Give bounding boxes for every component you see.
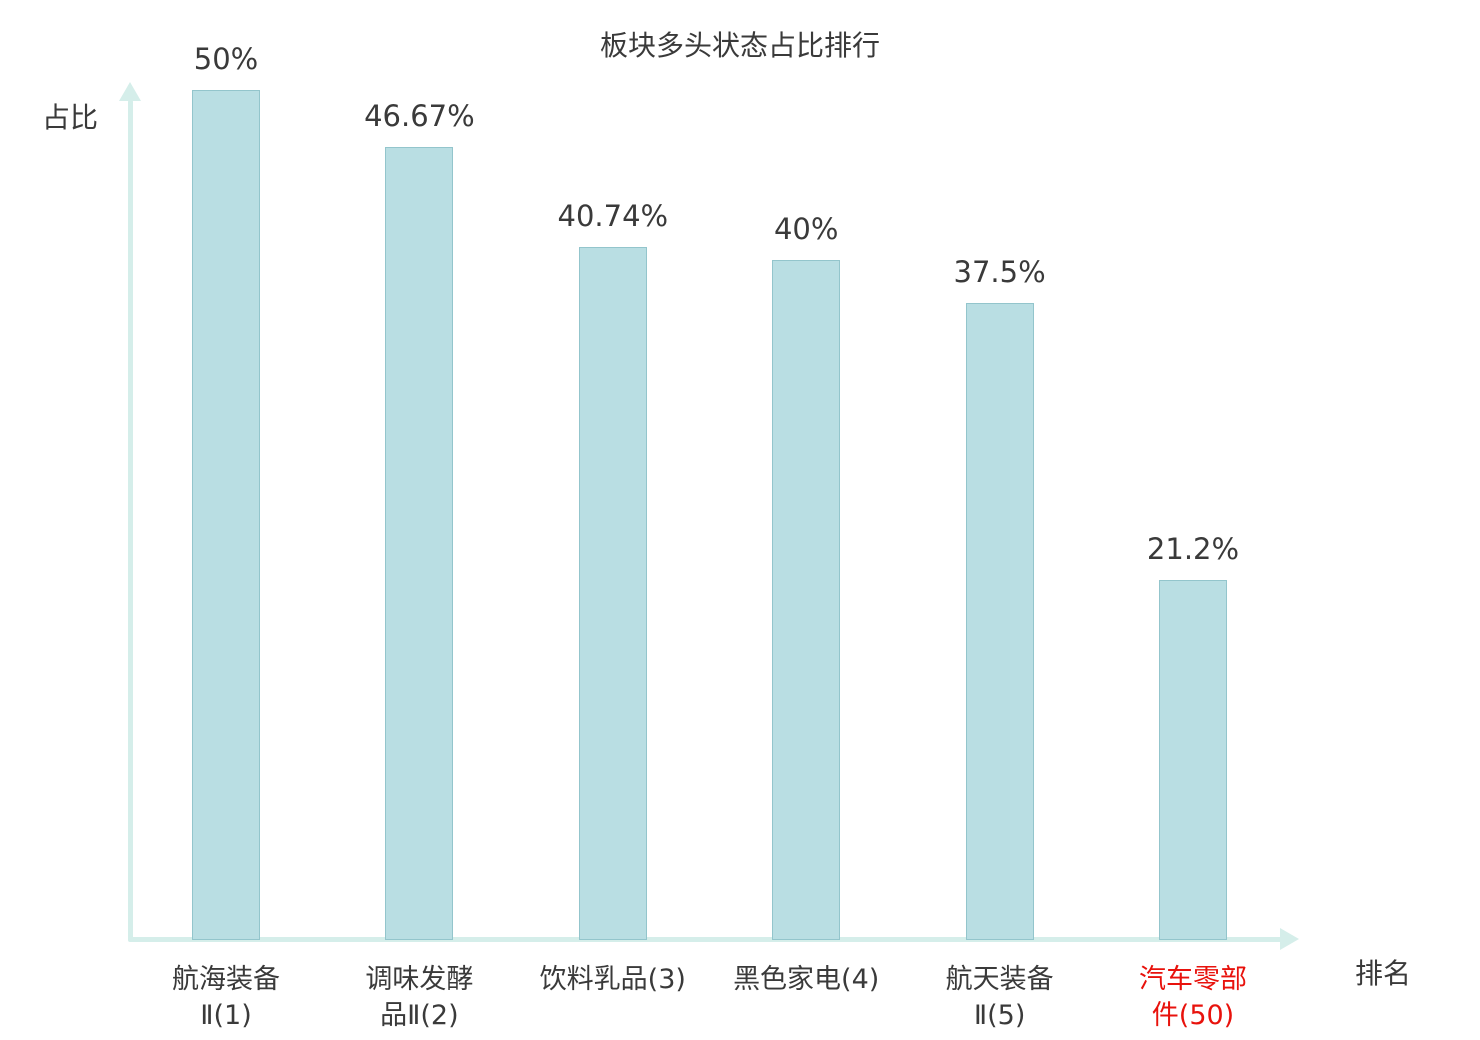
bar-category-label-line: 汽车零部: [1139, 964, 1247, 995]
bar-category-label-line: 黑色家电(4): [733, 964, 880, 995]
bar-value-label: 40.74%: [557, 199, 669, 234]
bar-category-label-line: 饮料乳品(3): [539, 964, 686, 995]
bar-category-label-line: 品Ⅱ(2): [380, 1000, 459, 1031]
bar-value-label: 46.67%: [364, 98, 475, 133]
bar-category-label-line: 件(50): [1151, 1000, 1235, 1031]
bar-value-label: 40%: [773, 212, 839, 246]
bar-value-label: 50%: [193, 42, 259, 76]
bar-category-label: 黑色家电(4): [686, 962, 926, 998]
bar-category-label-line: 航天装备: [945, 964, 1054, 995]
bar: [965, 302, 1034, 940]
x-axis-label: 排名: [1355, 957, 1412, 990]
chart-title: 板块多头状态占比排行: [599, 29, 880, 62]
bar-category-label-line: 航海装备: [172, 964, 280, 995]
bar-category-label-line: Ⅱ(1): [200, 1000, 252, 1031]
bar-category-label: 调味发酵品Ⅱ(2): [299, 962, 539, 1034]
x-axis-line: [128, 937, 1283, 942]
x-axis-arrowhead-icon: [1280, 928, 1299, 950]
bar: [385, 146, 454, 940]
bar-category-label: 航海装备 Ⅱ(1): [106, 962, 346, 1034]
bar-value-label: 37.5%: [953, 254, 1046, 289]
bar: [772, 260, 841, 940]
y-axis-line: [128, 100, 133, 940]
bar-category-label: 航天装备 Ⅱ(5): [880, 962, 1120, 1034]
y-axis-arrowhead-icon: [119, 82, 141, 101]
bar-category-label: 饮料乳品(3): [493, 962, 733, 998]
bar-category-label: 汽车零部件(50): [1073, 962, 1313, 1034]
bar-category-label-line: Ⅱ(5): [973, 1000, 1026, 1031]
bar: [578, 247, 647, 940]
y-axis-label: 占比: [42, 101, 99, 134]
bar: [1159, 579, 1227, 940]
bar-category-label-line: 调味发酵: [365, 964, 474, 995]
bar-value-label: 21.2%: [1146, 531, 1240, 566]
bar: [192, 90, 260, 940]
